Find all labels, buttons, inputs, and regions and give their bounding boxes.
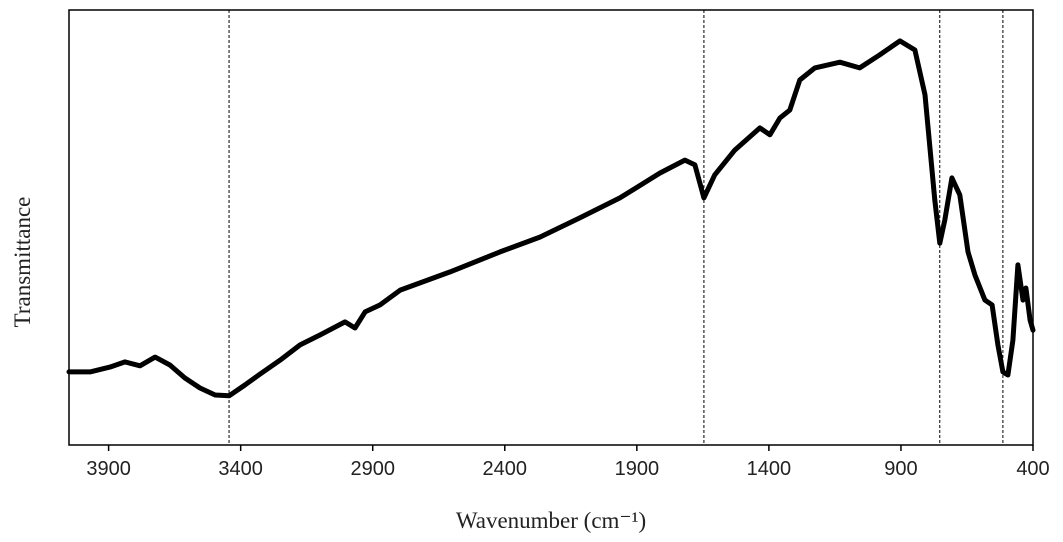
x-tick-label: 900	[884, 458, 917, 480]
x-tick-label: 1900	[615, 458, 660, 480]
x-tick-label: 400	[1016, 458, 1049, 480]
y-axis-label: Transmittance	[10, 197, 35, 328]
x-tick-label: 3400	[218, 458, 263, 480]
x-axis-label: Wavenumber (cm⁻¹)	[456, 508, 646, 533]
plot-frame	[68, 9, 1034, 446]
x-tick-label: 1400	[747, 458, 792, 480]
x-tick-label: 3900	[86, 458, 131, 480]
x-tick-label: 2900	[350, 458, 395, 480]
spectrum-line	[66, 38, 1036, 399]
x-tick-label: 2400	[483, 458, 528, 480]
